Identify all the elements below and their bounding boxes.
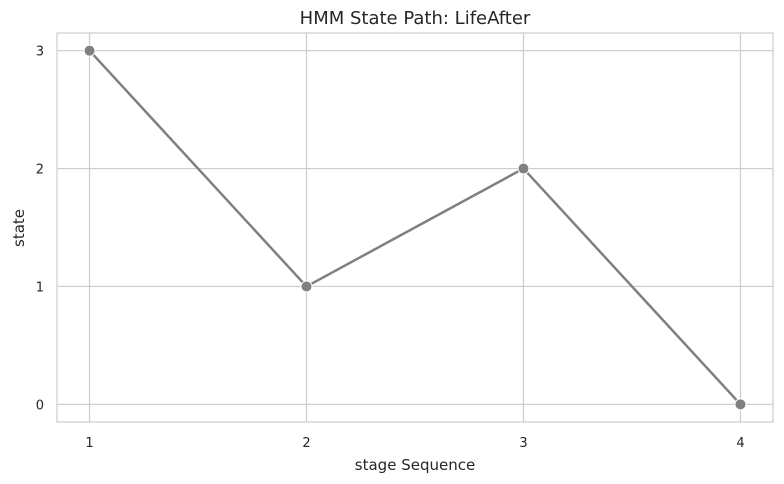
data-point <box>300 280 313 293</box>
chart-title: HMM State Path: LifeAfter <box>300 8 531 29</box>
series-layer <box>83 44 747 411</box>
x-tick-label: 1 <box>85 436 93 451</box>
y-tick-label: 0 <box>36 398 44 413</box>
y-axis-label: state <box>10 209 28 247</box>
series-line <box>88 49 742 406</box>
x-tick-label: 4 <box>736 436 744 451</box>
y-tick-label: 2 <box>36 163 44 178</box>
data-point <box>83 44 96 57</box>
x-tick-label: 2 <box>302 436 310 451</box>
data-point <box>517 162 530 175</box>
y-tick-label: 3 <box>36 45 44 60</box>
grid <box>57 33 773 422</box>
x-axis-label: stage Sequence <box>355 456 475 474</box>
x-tick-label: 3 <box>519 436 527 451</box>
plot-frame <box>56 32 774 423</box>
tick-labels: 1 2 3 4 0 1 2 3 <box>36 45 745 451</box>
y-tick-label: 1 <box>36 280 44 295</box>
data-point <box>734 398 747 411</box>
